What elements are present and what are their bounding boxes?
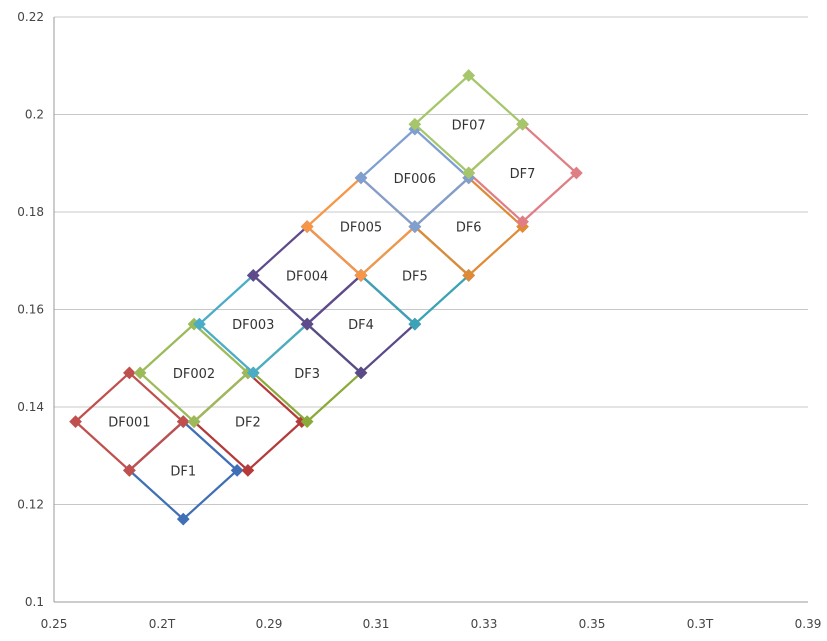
y-tick-labels: 0.1 0.12 0.14 0.16 0.18 0.2 0.22 — [17, 10, 44, 609]
x-tick-label-1: 0.2T — [149, 617, 176, 631]
data-point-df002-1 — [133, 366, 147, 380]
y-tick-label-6: 0.22 — [17, 10, 44, 24]
cell-label-df5: DF5 — [402, 269, 428, 284]
x-tick-label-7: 0.3T — [687, 617, 714, 631]
x-tick-label-8: 0.39 — [795, 617, 822, 631]
cell-label-df6: DF6 — [456, 221, 482, 236]
data-point-df001-1 — [69, 415, 82, 428]
cell-labels: DF1 DF2 DF3 DF4 DF5 DF6 DF7 DF001 DF002 DF003 DF00… — [108, 118, 535, 479]
data-point-df003-1 — [193, 317, 206, 331]
x-tick-label-3: 0.29 — [256, 617, 283, 631]
cell-label-df1: DF1 — [170, 464, 196, 479]
series-group — [69, 69, 583, 526]
series-df001 — [69, 366, 190, 477]
data-point-df07-0 — [462, 166, 476, 180]
cell-label-df7: DF7 — [510, 167, 536, 182]
cell-label-df003: DF003 — [232, 318, 274, 333]
x-tick-label-0: 0.25 — [41, 617, 68, 631]
data-point-df4-0 — [354, 366, 368, 380]
x-tick-label-4: 0.31 — [363, 617, 390, 631]
data-point-df003-0 — [246, 366, 260, 380]
y-tick-label-4: 0.18 — [17, 205, 44, 219]
cell-label-df2: DF2 — [235, 416, 261, 431]
data-point-df07-2 — [462, 69, 476, 82]
gridlines — [54, 16, 808, 505]
cell-label-df005: DF005 — [340, 221, 382, 236]
x-tick-labels: 0.25 0.2T 0.29 0.31 0.33 0.35 0.3T 0.39 — [41, 617, 822, 631]
data-point-df006-0 — [408, 220, 422, 233]
cell-label-df07: DF07 — [452, 118, 486, 133]
x-tick-label-6: 0.35 — [579, 617, 606, 631]
cell-label-df4: DF4 — [348, 318, 374, 333]
data-point-df005-0 — [354, 269, 368, 282]
data-point-df005-1 — [300, 220, 314, 233]
x-tick-label-5: 0.33 — [471, 617, 498, 631]
data-point-df001-0 — [123, 464, 136, 477]
cell-label-df004: DF004 — [286, 269, 328, 284]
axes — [53, 17, 808, 603]
data-point-df3-0 — [300, 415, 314, 428]
data-point-df6-0 — [462, 269, 476, 282]
cell-label-df002: DF002 — [173, 367, 215, 382]
y-tick-label-1: 0.12 — [17, 498, 44, 512]
data-point-df2-0 — [241, 464, 255, 477]
y-tick-label-0: 0.1 — [25, 595, 44, 609]
series-df07 — [408, 69, 529, 180]
cell-label-df3: DF3 — [294, 367, 320, 382]
data-point-df5-0 — [408, 317, 422, 331]
data-point-df001-2 — [123, 366, 136, 380]
data-point-df001-3 — [176, 415, 190, 428]
data-point-df006-1 — [354, 171, 368, 185]
data-point-df1-3 — [230, 464, 244, 477]
data-point-df07-1 — [408, 117, 422, 131]
y-tick-label-3: 0.16 — [17, 303, 44, 317]
y-tick-label-2: 0.14 — [17, 400, 44, 414]
cell-label-df001: DF001 — [108, 416, 150, 431]
data-point-df002-0 — [187, 415, 201, 428]
cell-label-df006: DF006 — [394, 172, 436, 187]
y-tick-label-5: 0.2 — [25, 108, 44, 122]
data-point-df004-0 — [300, 317, 314, 331]
data-point-df004-1 — [246, 269, 260, 282]
